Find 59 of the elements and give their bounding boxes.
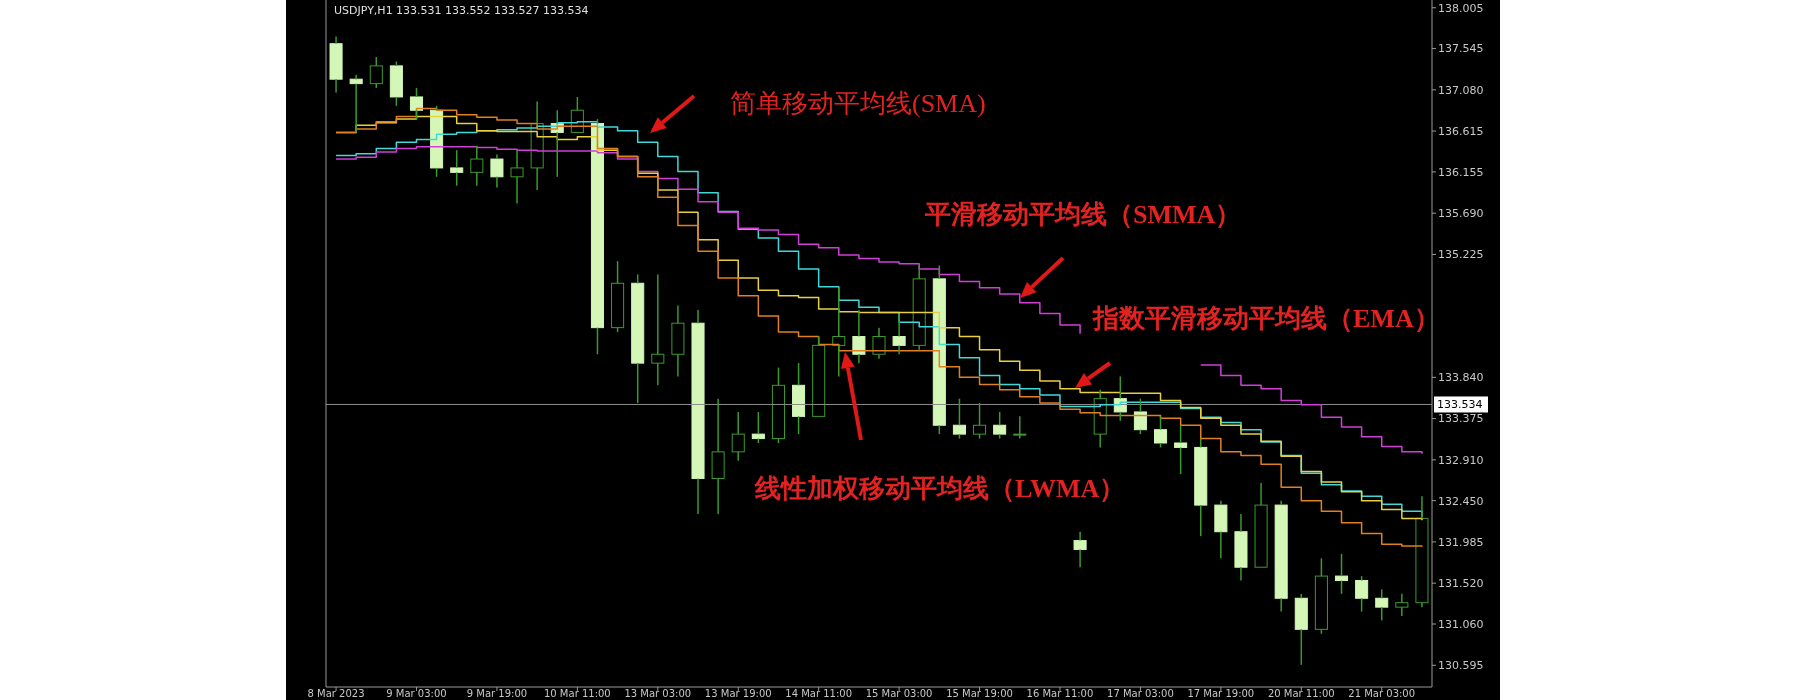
y-tick-label: 131.060 xyxy=(1438,617,1484,631)
x-tick-label: 10 Mar 11:00 xyxy=(543,688,611,699)
x-tick-label: 17 Mar 19:00 xyxy=(1187,688,1255,699)
candlestick xyxy=(872,326,886,360)
candlestick xyxy=(490,153,504,189)
x-tick-label: 8 Mar 2023 xyxy=(307,688,365,699)
annotation: 简单移动平均线(SMA) xyxy=(730,89,986,119)
candlestick xyxy=(1093,389,1107,449)
x-tick-label: 9 Mar 19:00 xyxy=(466,688,528,699)
y-tick-label: 132.910 xyxy=(1438,453,1484,467)
candlestick xyxy=(530,100,544,191)
candlestick xyxy=(329,35,343,94)
candlestick xyxy=(510,149,524,205)
candlestick xyxy=(1013,415,1027,440)
candlestick xyxy=(1395,593,1409,617)
annotation: 线性加权移动平均线（LWMA） xyxy=(754,474,1126,504)
candlestick xyxy=(832,286,846,378)
y-tick-label: 133.840 xyxy=(1438,371,1484,385)
y-tick-label: 131.985 xyxy=(1438,535,1484,549)
x-tick-label: 14 Mar 11:00 xyxy=(785,688,853,699)
annotation: 平滑移动平均线（SMMA） xyxy=(924,200,1242,230)
candlestick xyxy=(651,273,665,387)
annotation: 指数平滑移动平均线（EMA） xyxy=(1092,304,1440,334)
y-tick-label: 137.080 xyxy=(1438,83,1484,97)
candlestick xyxy=(892,313,906,356)
y-tick-label: 131.520 xyxy=(1438,577,1484,591)
y-tick-label: 132.450 xyxy=(1438,494,1484,508)
candlestick xyxy=(671,304,685,378)
candlestick xyxy=(1274,499,1288,613)
x-tick-label: 9 Mar 03:00 xyxy=(386,688,447,699)
y-tick-label: 135.690 xyxy=(1438,207,1484,221)
x-tick-label: 13 Mar 19:00 xyxy=(704,688,772,699)
x-tick-label: 15 Mar 19:00 xyxy=(946,688,1013,699)
candlestick xyxy=(731,411,745,462)
x-tick-label: 15 Mar 03:00 xyxy=(865,688,933,699)
candlestick xyxy=(691,309,705,515)
candlestick xyxy=(1073,530,1087,568)
candlestick xyxy=(1415,495,1429,608)
y-tick-label: 137.545 xyxy=(1438,42,1484,56)
x-tick-label: 21 Mar 03:00 xyxy=(1348,688,1416,699)
candlestick xyxy=(1214,499,1228,560)
x-tick-label: 17 Mar 03:00 xyxy=(1107,688,1174,699)
x-tick-label: 20 Mar 11:00 xyxy=(1267,688,1335,699)
chart-title: USDJPY,H1 133.531 133.552 133.527 133.534 xyxy=(334,4,589,17)
y-tick-label: 138.005 xyxy=(1438,1,1484,15)
candlestick xyxy=(349,74,363,134)
x-tick-label: 13 Mar 03:00 xyxy=(624,688,692,699)
candlestick xyxy=(1234,513,1248,582)
y-tick-label: 135.225 xyxy=(1438,248,1484,262)
ref-line-label: 133.534 xyxy=(1437,398,1483,412)
y-tick-label: 136.615 xyxy=(1438,124,1484,138)
y-tick-label: 130.595 xyxy=(1438,659,1484,673)
y-tick-label: 136.155 xyxy=(1438,165,1484,179)
x-tick-label: 16 Mar 11:00 xyxy=(1026,688,1094,699)
candlestick xyxy=(470,144,484,187)
candlestick xyxy=(711,397,725,515)
candlestick xyxy=(912,264,926,351)
y-tick-label: 133.375 xyxy=(1438,412,1484,426)
candlestick xyxy=(852,309,866,364)
